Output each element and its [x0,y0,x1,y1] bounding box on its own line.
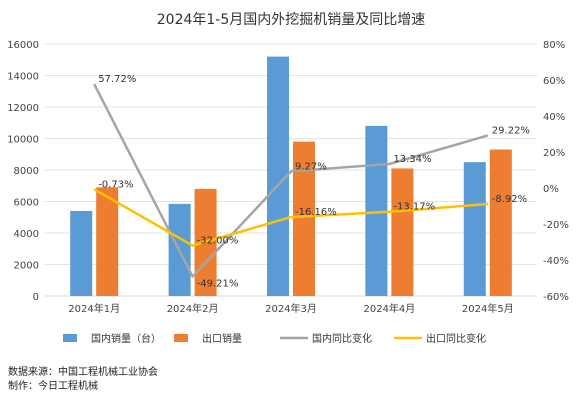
data-label: -13.17% [393,202,435,213]
left-tick-label: 14000 [7,72,39,83]
data-label: -49.21% [197,279,239,290]
left-axis-ticks: 0 2000 4000 6000 8000 10000 12000 14000 16000 [7,40,39,303]
right-tick-label: -40% [543,256,569,267]
data-label: -32.00% [197,236,239,247]
left-tick-label: 4000 [14,229,39,240]
right-axis-ticks: -60% -40% -20% 0% 20% 40% 60% 80% [543,40,569,303]
bars [70,56,512,297]
legend-swatch [63,334,77,342]
data-label: 57.72% [98,74,136,85]
bar [365,125,388,297]
data-label: -16.16% [295,207,337,218]
x-tick-label: 2024年3月 [265,302,317,315]
bar [463,162,486,296]
right-tick-label: -60% [543,292,569,303]
right-tick-label: -20% [543,220,569,231]
bar [293,141,315,296]
x-tick-label: 2024年1月 [68,302,120,315]
bar [96,187,119,296]
data-labels: 57.72% -49.21% 9.27% 13.34% 29.22% -0.73% -32.… [98,74,530,289]
legend-label: 国内销量（台） [91,332,161,345]
gridlines [45,43,537,265]
left-tick-label: 2000 [14,261,39,272]
legend-label: 国内同比变化 [312,332,372,345]
data-label: -0.73% [98,179,133,190]
data-label: -8.92% [492,194,527,205]
x-axis-ticks: 2024年1月 2024年2月 2024年3月 2024年4月 2024年5月 [68,302,513,315]
data-label: 29.22% [492,125,530,136]
legend-label: 出口同比变化 [426,332,486,345]
right-tick-label: 40% [543,112,565,123]
data-label: 13.34% [393,154,431,165]
legend-label: 出口销量 [202,332,242,345]
left-tick-label: 6000 [14,198,39,209]
left-tick-label: 0 [33,292,39,303]
series-line [93,188,488,247]
bar [391,168,414,296]
series-line [93,83,489,278]
chart-title: 2024年1-5月国内外挖掘机销量及同比增速 [157,12,426,28]
x-tick-label: 2024年5月 [462,302,514,315]
x-tick-label: 2024年4月 [363,302,415,315]
series-lines [93,83,489,278]
right-tick-label: 0% [543,184,559,195]
right-tick-label: 80% [543,40,565,51]
left-tick-label: 8000 [14,166,39,177]
left-tick-label: 16000 [7,40,39,51]
bar [70,210,93,296]
left-tick-label: 12000 [7,103,39,114]
x-tick-label: 2024年2月 [167,302,219,315]
right-tick-label: 20% [543,148,565,159]
bar [489,149,512,296]
right-tick-label: 60% [543,76,565,87]
legend: 国内销量（台） 出口销量 国内同比变化 出口同比变化 [63,332,486,345]
maker-note: 制作：今日工程机械 [8,381,98,392]
bar [267,56,289,296]
legend-swatch [174,334,188,342]
source-note: 数据来源：中国工程机械工业协会 [8,367,158,378]
left-tick-label: 10000 [7,135,39,146]
data-label: 9.27% [295,161,327,172]
